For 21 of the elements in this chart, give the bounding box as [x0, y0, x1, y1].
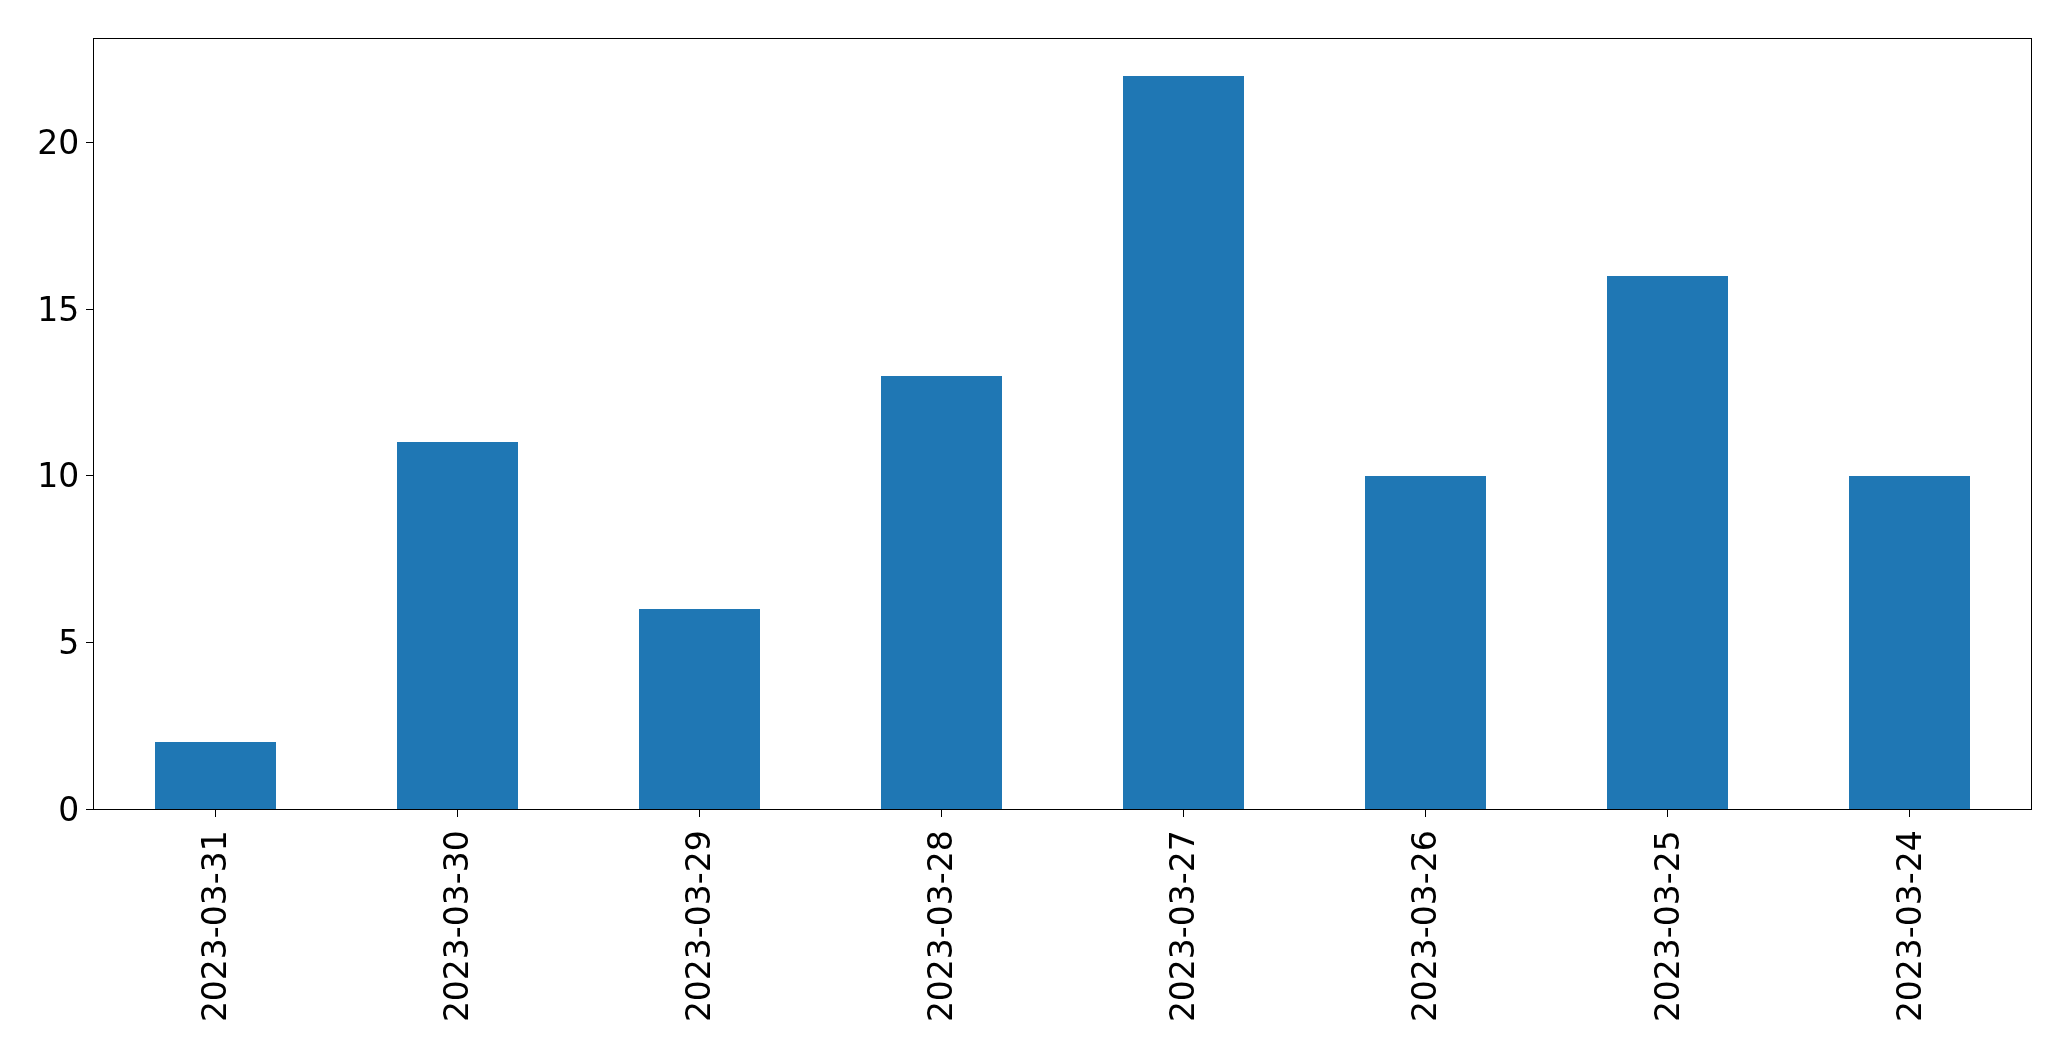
bar: [1365, 476, 1486, 809]
bar: [155, 742, 276, 809]
y-tick-label: 10: [37, 456, 80, 496]
bar: [1607, 276, 1728, 809]
bar: [881, 376, 1002, 809]
y-tick-label: 20: [37, 122, 80, 162]
bar: [397, 442, 518, 809]
bar: [1123, 76, 1244, 809]
x-tick-label: 2023-03-26: [1405, 830, 1445, 1023]
x-tick-label: 2023-03-24: [1889, 830, 1929, 1023]
y-tick-label: 15: [37, 289, 80, 329]
y-tick-label: 0: [58, 789, 80, 829]
bar: [1849, 476, 1970, 809]
x-tick-label: 2023-03-29: [679, 830, 719, 1023]
x-tick-label: 2023-03-28: [921, 830, 961, 1023]
y-tick-label: 5: [58, 622, 80, 662]
x-tick-label: 2023-03-31: [194, 830, 234, 1023]
x-tick-label: 2023-03-30: [436, 830, 476, 1023]
x-tick-label: 2023-03-25: [1647, 830, 1687, 1023]
x-tick-label: 2023-03-27: [1163, 830, 1203, 1023]
bar: [639, 609, 760, 809]
